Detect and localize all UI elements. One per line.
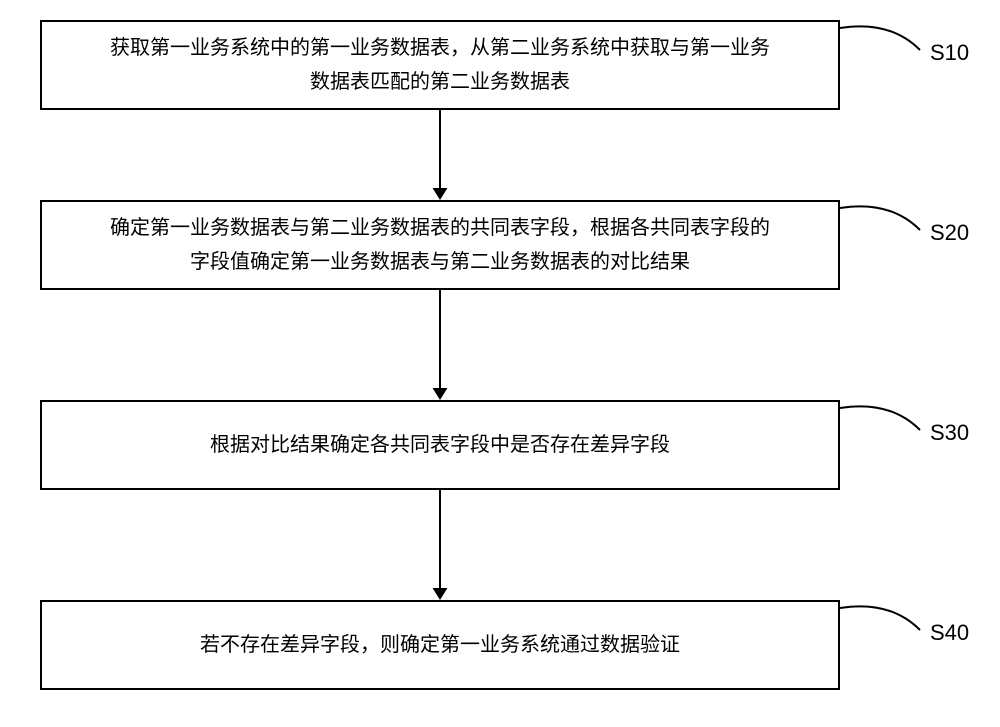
step-box-s20: 确定第一业务数据表与第二业务数据表的共同表字段，根据各共同表字段的 字段值确定第… [40,200,840,290]
step-label-s20: S20 [930,220,969,246]
step-text: 获取第一业务系统中的第一业务数据表，从第二业务系统中获取与第一业务 数据表匹配的… [110,31,770,99]
callout-curve-icon [835,15,925,55]
arrow-down-icon [424,288,456,402]
callout-curve-icon [835,195,925,235]
callout-curve-icon [835,595,925,635]
step-box-s30: 根据对比结果确定各共同表字段中是否存在差异字段 [40,400,840,490]
step-label-s40: S40 [930,620,969,646]
step-box-s40: 若不存在差异字段，则确定第一业务系统通过数据验证 [40,600,840,690]
step-text: 根据对比结果确定各共同表字段中是否存在差异字段 [210,428,670,462]
arrow-down-icon [424,108,456,202]
callout-curve-icon [835,395,925,435]
arrow-down-icon [424,488,456,602]
step-box-s10: 获取第一业务系统中的第一业务数据表，从第二业务系统中获取与第一业务 数据表匹配的… [40,20,840,110]
step-label-s10: S10 [930,40,969,66]
flowchart-canvas: 获取第一业务系统中的第一业务数据表，从第二业务系统中获取与第一业务 数据表匹配的… [0,0,1000,727]
step-text: 确定第一业务数据表与第二业务数据表的共同表字段，根据各共同表字段的 字段值确定第… [110,211,770,279]
step-label-s30: S30 [930,420,969,446]
step-text: 若不存在差异字段，则确定第一业务系统通过数据验证 [200,628,680,662]
